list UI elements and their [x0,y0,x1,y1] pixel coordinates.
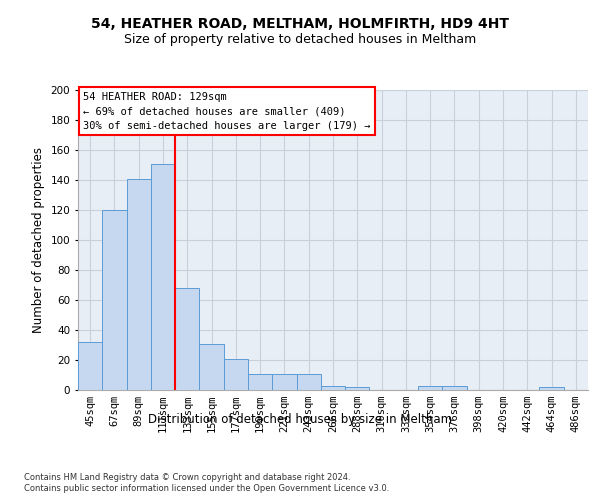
Bar [248,374,272,390]
Text: Contains public sector information licensed under the Open Government Licence v3: Contains public sector information licen… [24,484,389,493]
Bar [296,374,321,390]
Text: 54, HEATHER ROAD, MELTHAM, HOLMFIRTH, HD9 4HT: 54, HEATHER ROAD, MELTHAM, HOLMFIRTH, HD… [91,18,509,32]
Bar [78,342,102,390]
Text: Distribution of detached houses by size in Meltham: Distribution of detached houses by size … [148,412,452,426]
Text: Contains HM Land Registry data © Crown copyright and database right 2024.: Contains HM Land Registry data © Crown c… [24,472,350,482]
Bar [175,288,199,390]
Bar [199,344,224,390]
Bar [127,178,151,390]
Bar [151,164,175,390]
Bar [321,386,345,390]
Bar [345,387,370,390]
Bar [442,386,467,390]
Bar [102,210,127,390]
Bar [272,374,296,390]
Text: Size of property relative to detached houses in Meltham: Size of property relative to detached ho… [124,32,476,46]
Bar [418,386,442,390]
Bar [539,387,564,390]
Text: 54 HEATHER ROAD: 129sqm
← 69% of detached houses are smaller (409)
30% of semi-d: 54 HEATHER ROAD: 129sqm ← 69% of detache… [83,92,371,131]
Y-axis label: Number of detached properties: Number of detached properties [32,147,45,333]
Bar [224,358,248,390]
